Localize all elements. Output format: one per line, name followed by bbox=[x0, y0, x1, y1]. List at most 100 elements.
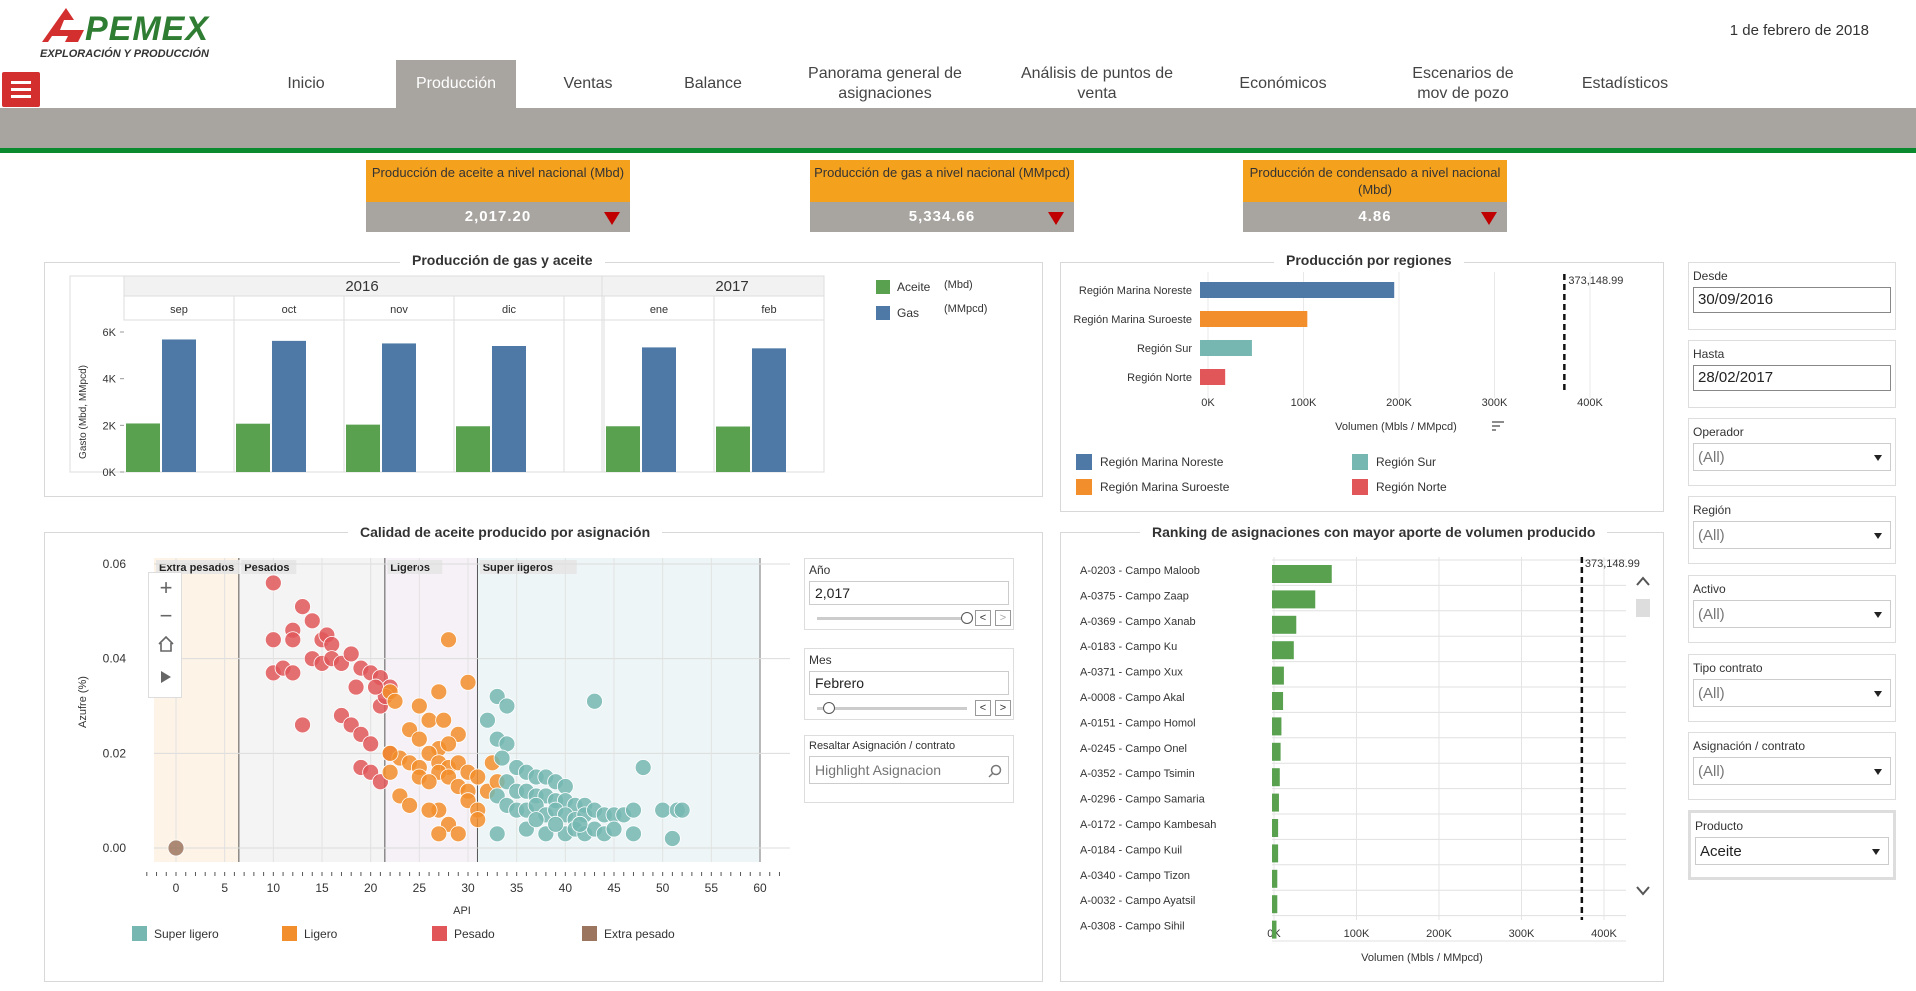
nav-balance[interactable]: Balance bbox=[684, 75, 742, 92]
kpi-aceite[interactable]: Producción de aceite a nivel nacional (M… bbox=[366, 160, 630, 232]
nav-ventas[interactable]: Ventas bbox=[563, 75, 613, 92]
operador-select[interactable]: (All) bbox=[1693, 443, 1891, 471]
nav-analisis[interactable]: Análisis de puntos de venta bbox=[1020, 65, 1174, 102]
nav-produccion[interactable]: Producción bbox=[396, 60, 516, 108]
ranking-scrollbar[interactable] bbox=[1634, 575, 1652, 905]
slider-knob[interactable] bbox=[823, 702, 835, 714]
ranking-bar bbox=[1272, 717, 1282, 736]
x-tick-label: 45 bbox=[607, 881, 621, 895]
nav-inicio[interactable]: Inicio bbox=[287, 75, 325, 92]
year-slider[interactable]: < > bbox=[809, 607, 1011, 629]
y-tick-label: 0K bbox=[103, 467, 117, 479]
pemex-eagle-icon bbox=[42, 8, 84, 42]
month-slider[interactable]: < > bbox=[809, 697, 1011, 719]
search-icon[interactable] bbox=[988, 764, 1002, 778]
hamburger-menu-button[interactable] bbox=[2, 72, 40, 107]
next-icon[interactable]: > bbox=[995, 700, 1011, 716]
slider-knob[interactable] bbox=[961, 612, 973, 624]
x-tick-label: 55 bbox=[705, 881, 719, 895]
nav-estadisticos[interactable]: Estadísticos bbox=[1581, 75, 1669, 92]
desde-input[interactable]: 30/09/2016 bbox=[1693, 287, 1891, 313]
menu-icon bbox=[11, 81, 31, 84]
month-input[interactable]: Febrero bbox=[809, 671, 1009, 695]
kpi-condensado[interactable]: Producción de condensado a nivel naciona… bbox=[1243, 160, 1507, 232]
bar-aceite-nov bbox=[346, 424, 380, 472]
legend-label-aceite: Aceite bbox=[897, 280, 931, 294]
pemex-logo[interactable]: PEMEX EXPLORACIÓN Y PRODUCCIÓN bbox=[38, 4, 228, 60]
nav-economicos[interactable]: Económicos bbox=[1239, 75, 1327, 92]
year-input[interactable]: 2,017 bbox=[809, 581, 1009, 605]
x-tick-label: 40 bbox=[559, 881, 573, 895]
filter-asignacion: Asignación / contrato (All) bbox=[1688, 732, 1896, 800]
region-label: Super ligeros bbox=[483, 562, 553, 574]
zoom-toolbar: + − bbox=[148, 572, 182, 698]
region-select[interactable]: (All) bbox=[1693, 521, 1891, 549]
x-tick-label: 10 bbox=[267, 881, 281, 895]
month-control: Mes Febrero < > bbox=[804, 648, 1014, 720]
point-ligero bbox=[381, 744, 399, 762]
nav-escenarios[interactable]: Escenarios de mov de pozo bbox=[1412, 65, 1514, 102]
filter-label: Región bbox=[1693, 503, 1732, 517]
chevron-up-icon[interactable] bbox=[1636, 575, 1650, 587]
month-header bbox=[123, 295, 825, 321]
bar-aceite-dic bbox=[456, 426, 490, 472]
bar-aceite-ene bbox=[606, 426, 640, 472]
select-value: (All) bbox=[1698, 685, 1725, 702]
next-icon[interactable]: > bbox=[995, 610, 1011, 626]
point-ligero bbox=[430, 683, 448, 701]
asignacion-select[interactable]: (All) bbox=[1693, 757, 1891, 785]
legend-unit-gas: (MMpcd) bbox=[944, 303, 987, 315]
point-ligero bbox=[410, 730, 428, 748]
regiones-chart: 0K 100K 200K 300K 400K Región Marina Noreste R… bbox=[1073, 272, 1623, 495]
scroll-thumb[interactable] bbox=[1636, 599, 1650, 617]
point-pesado bbox=[284, 631, 302, 649]
ranking-label: A-0183 - Campo Ku bbox=[1080, 641, 1177, 653]
filter-label: Producto bbox=[1695, 819, 1744, 833]
point-ligero bbox=[459, 673, 477, 691]
prev-icon[interactable]: < bbox=[975, 610, 991, 626]
current-date: 1 de febrero de 2018 bbox=[1729, 22, 1869, 39]
hasta-input[interactable]: 28/02/2017 bbox=[1693, 365, 1891, 391]
chevron-down-icon[interactable] bbox=[1636, 885, 1650, 897]
ranking-bar bbox=[1272, 844, 1279, 863]
ranking-label: A-0308 - Campo Sihil bbox=[1080, 921, 1185, 933]
ranking-label: A-0008 - Campo Akal bbox=[1080, 692, 1185, 704]
highlight-input[interactable] bbox=[810, 757, 980, 783]
ranking-label: A-0172 - Campo Kambesah bbox=[1080, 819, 1216, 831]
gas-aceite-chart: sep oct nov dic ene feb 2016 2017 0K 2K 4K 6K Gasto … bbox=[69, 275, 987, 479]
kpi-value: 5,334.66 bbox=[908, 208, 976, 225]
activo-select[interactable]: (All) bbox=[1693, 600, 1891, 628]
ranking-label: A-0032 - Campo Ayatsil bbox=[1080, 895, 1195, 907]
bar-gas-sep bbox=[162, 339, 196, 472]
month-label: oct bbox=[282, 304, 297, 316]
ranking-bar bbox=[1272, 920, 1277, 939]
bar-Región Sur bbox=[1200, 340, 1252, 356]
bar-Región Marina Noreste bbox=[1200, 282, 1395, 298]
point-ligero bbox=[435, 711, 453, 729]
dropdown-arrow-icon bbox=[1874, 769, 1882, 775]
producto-select[interactable]: Aceite bbox=[1695, 837, 1889, 865]
x-tick-label: 200K bbox=[1386, 397, 1412, 409]
zoom-out-icon[interactable]: − bbox=[159, 603, 173, 628]
play-icon[interactable] bbox=[159, 669, 173, 685]
point-ligero bbox=[386, 692, 404, 710]
x-tick-label: 200K bbox=[1426, 928, 1452, 940]
ranking-bar bbox=[1272, 615, 1297, 634]
tipo-contrato-select[interactable]: (All) bbox=[1693, 679, 1891, 707]
zoom-in-icon[interactable]: + bbox=[159, 575, 173, 600]
region-band bbox=[239, 558, 386, 862]
ranking-label: A-0203 - Campo Maloob bbox=[1080, 565, 1200, 577]
point-ligero bbox=[469, 768, 487, 786]
prev-icon[interactable]: < bbox=[975, 700, 991, 716]
x-tick-label: 0 bbox=[173, 881, 180, 895]
nav-panorama[interactable]: Panorama general de asignaciones bbox=[808, 65, 962, 102]
home-icon[interactable] bbox=[157, 635, 175, 653]
year-label: 2017 bbox=[715, 278, 748, 295]
year-label: 2016 bbox=[345, 278, 378, 295]
ranking-bar bbox=[1272, 742, 1281, 761]
y-tick-label: 4K bbox=[103, 374, 117, 386]
x-axis-label: Volumen (Mbls / MMpcd) bbox=[1335, 421, 1457, 433]
kpi-gas[interactable]: Producción de gas a nivel nacional (MMpc… bbox=[810, 160, 1074, 232]
calidad-chart: Extra pesados Pesados Ligeros Super ligeros… bbox=[77, 557, 790, 941]
point-pesado bbox=[303, 612, 321, 630]
